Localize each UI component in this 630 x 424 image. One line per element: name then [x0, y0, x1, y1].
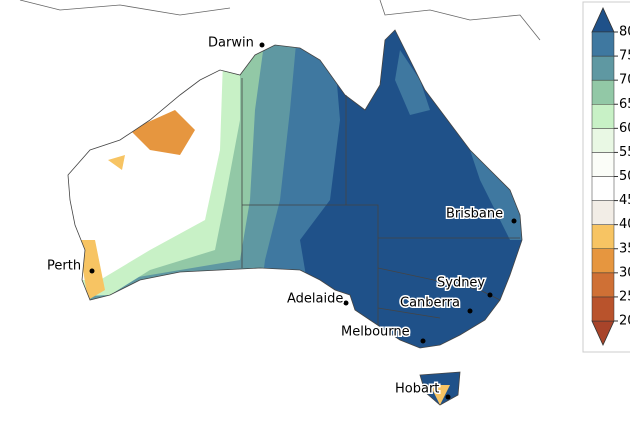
colorbar-tick-label: 30	[619, 265, 630, 280]
city-label: Adelaide	[287, 292, 343, 307]
colorbar-tick-label: 80	[619, 25, 630, 40]
city-label: Canberra	[400, 296, 460, 311]
colorbar-bin	[591, 79, 615, 105]
colorbar-bin	[591, 31, 615, 57]
city-label: Hobart	[395, 382, 439, 397]
colorbar-tick-label: 65	[619, 97, 630, 112]
colorbar-tick-label: 60	[619, 121, 630, 136]
colorbar-tick-label: 55	[619, 145, 630, 160]
colorbar-tick-label: 25	[619, 289, 630, 304]
colorbar-bin	[591, 200, 615, 225]
colorbar-bin	[591, 224, 615, 250]
city-label: Darwin	[208, 36, 254, 51]
colorbar: 20 25 30 35 40 45 50 55 60 65 70 75 80	[591, 7, 630, 346]
colorbar-bin	[591, 248, 615, 274]
colorbar-tick-label: 70	[619, 73, 630, 88]
city-label: Melbourne	[341, 325, 410, 340]
colorbar-bin	[591, 104, 615, 129]
colorbar-bin	[591, 296, 615, 322]
colorbar-bin	[591, 176, 615, 201]
colorbar-bin	[591, 55, 615, 81]
city-label: Sydney	[437, 276, 485, 291]
colorbar-tick-label: 45	[619, 193, 630, 208]
colorbar-bin	[591, 272, 615, 298]
city-dots	[89, 42, 517, 400]
city-label: Brisbane	[446, 207, 503, 222]
colorbar-tick-label: 50	[619, 169, 630, 184]
city-label: Perth	[47, 259, 81, 274]
colorbar-tick-label: 40	[619, 217, 630, 232]
colorbar-tick-label: 75	[619, 49, 630, 64]
colorbar-tick-label: 20	[619, 314, 630, 329]
colorbar-bin	[591, 152, 615, 177]
neighbour-coastlines	[19, 0, 541, 41]
colorbar-tick-label: 35	[619, 241, 630, 256]
borders	[67, 29, 523, 406]
colorbar-bin	[591, 128, 615, 153]
